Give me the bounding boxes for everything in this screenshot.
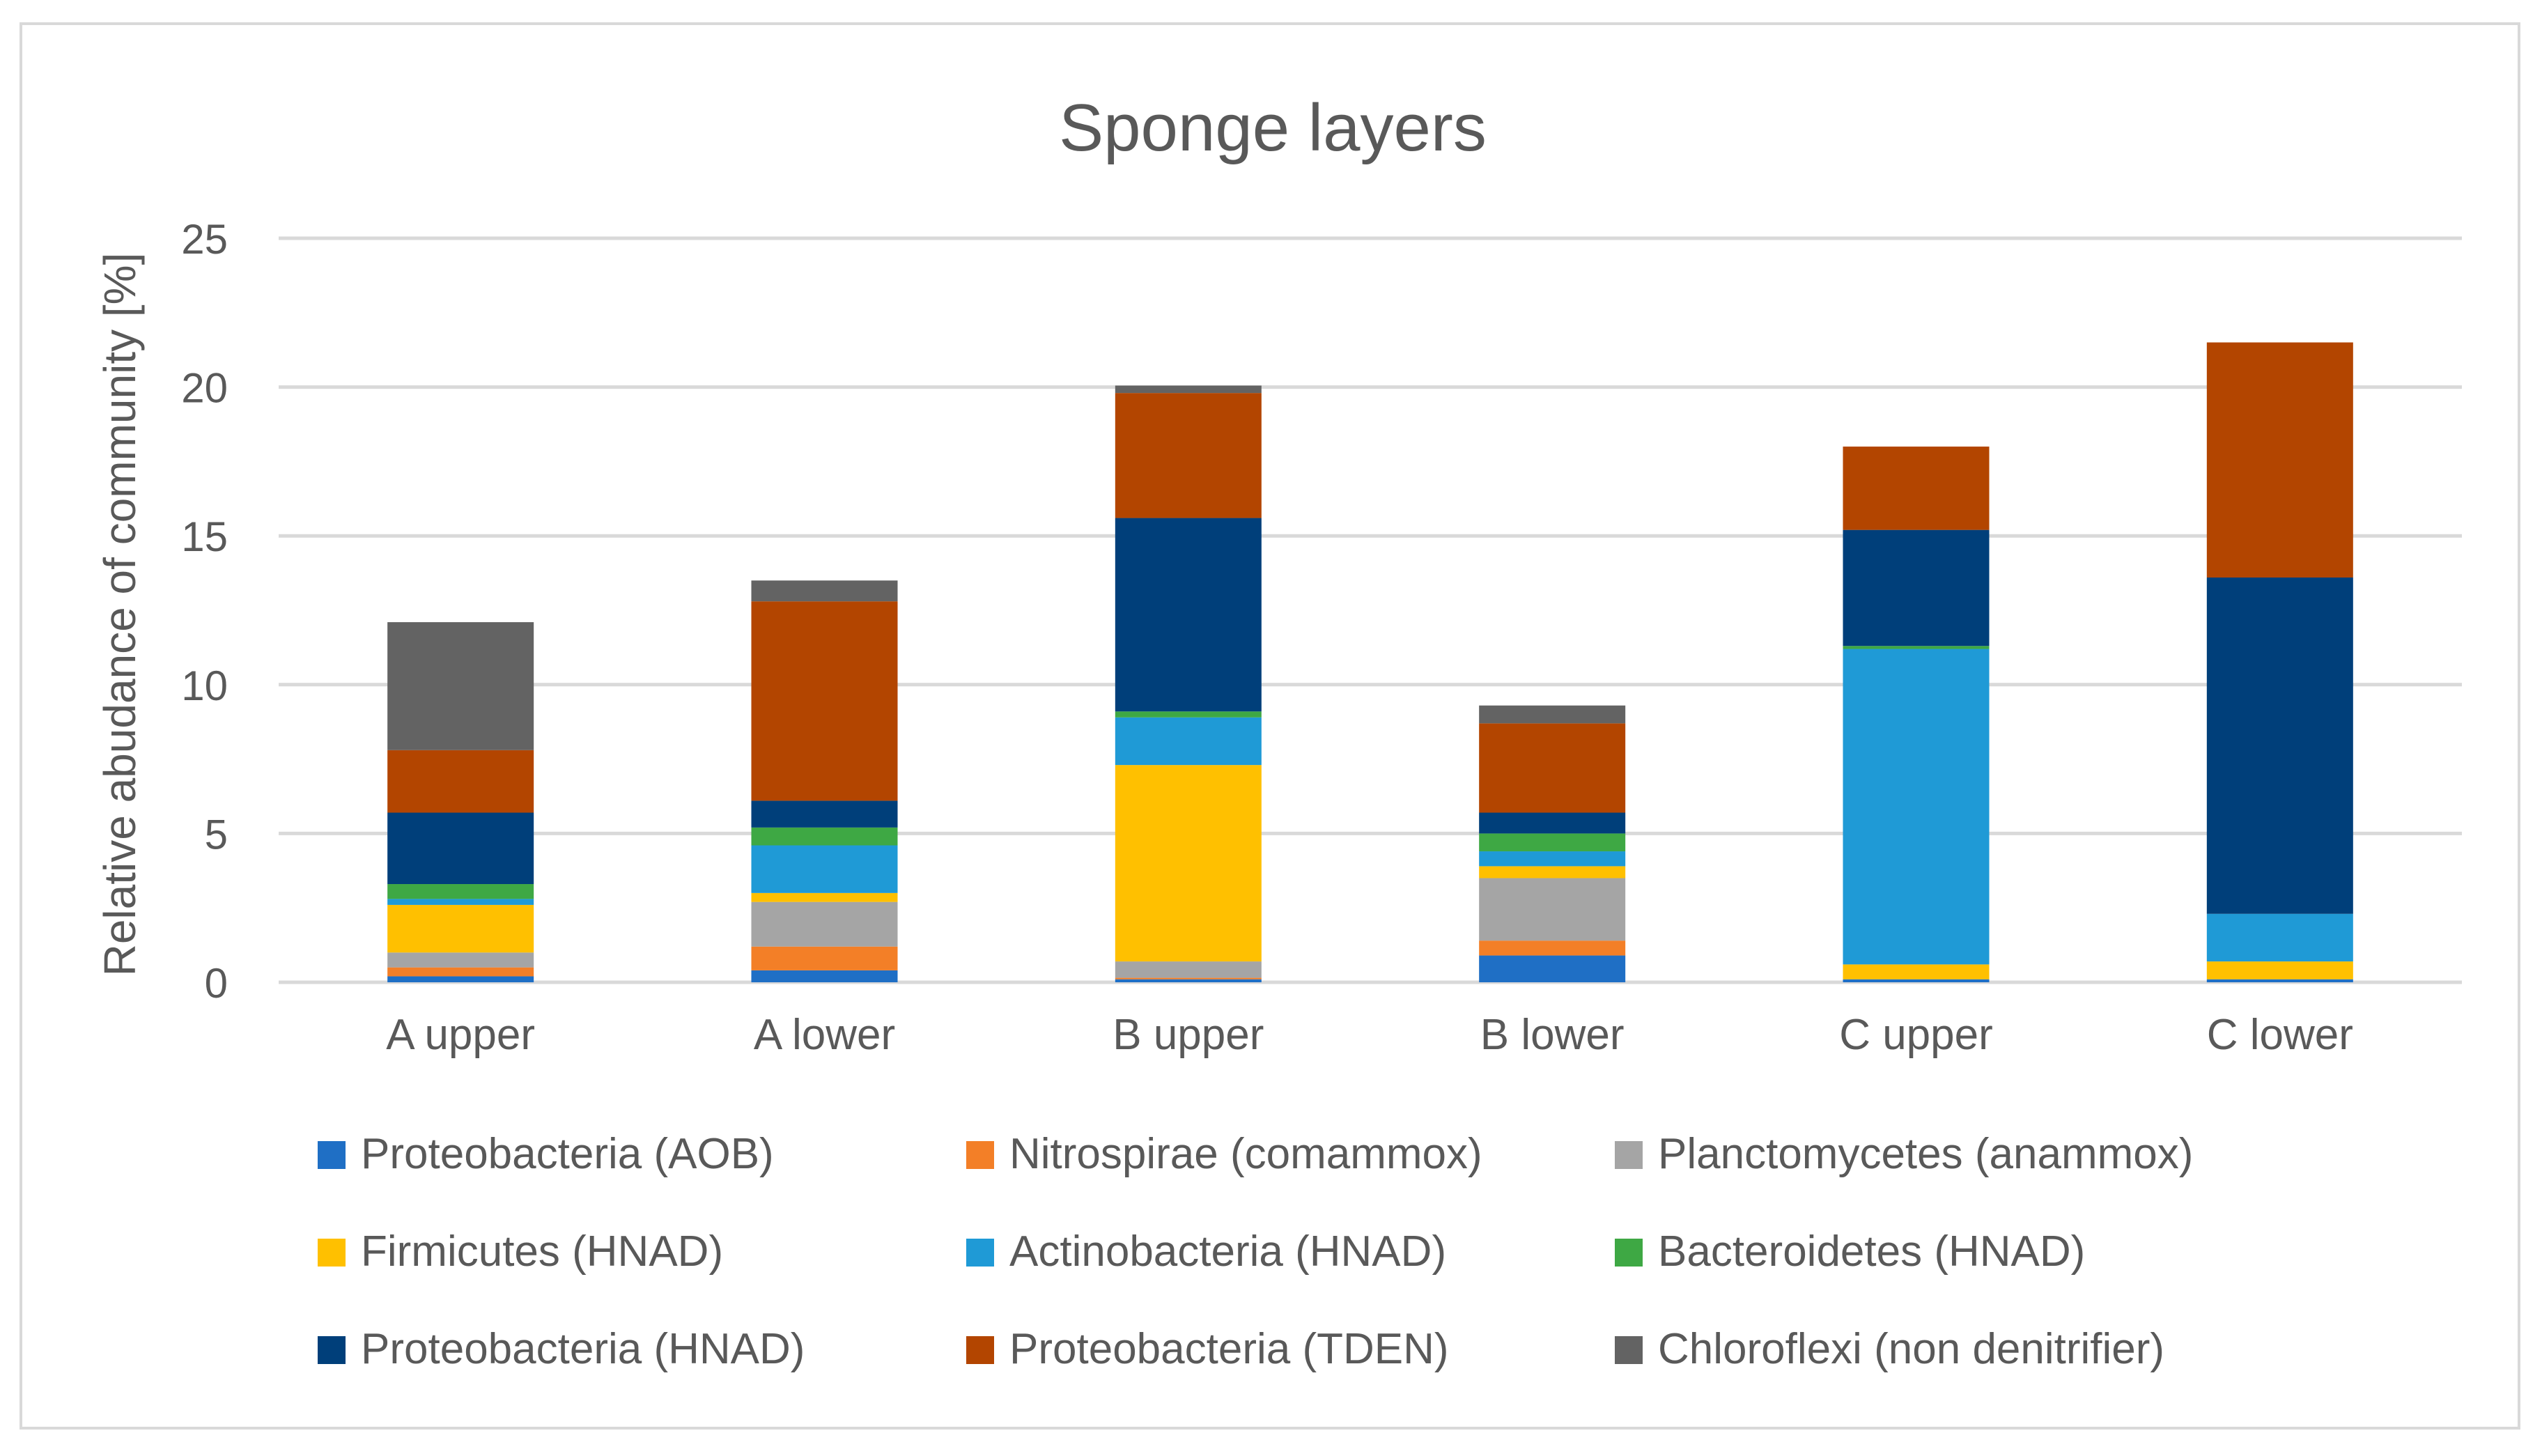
x-axis-ticks: A upper A lower B upper B lower C upper C low… (386, 1011, 2353, 1059)
bar-segment (751, 601, 898, 801)
bar-segment (387, 884, 534, 899)
legend-label: Nitrospirae (comammox) (1009, 1130, 1482, 1178)
bar-segment (751, 946, 898, 970)
gridlines (279, 236, 2462, 984)
bar-segment (1115, 711, 1262, 718)
chart: Sponge layers Relative abudance of commu… (95, 91, 2462, 1373)
bar-segment (387, 904, 534, 953)
bar-segment (1843, 649, 1990, 965)
bar-segment (751, 901, 898, 947)
bar-segment (2206, 961, 2353, 979)
bar-segment (1479, 723, 1626, 813)
bar-segment (1843, 979, 1990, 982)
legend-swatch (318, 1239, 346, 1267)
legend-item: Proteobacteria (TDEN) (966, 1325, 1449, 1373)
legend-swatch (966, 1239, 994, 1267)
bar-segment (1479, 955, 1626, 982)
bar-segment (1843, 646, 1990, 649)
bar-segment (2206, 578, 2353, 914)
bar-segment (1479, 705, 1626, 724)
y-tick-label: 20 (181, 365, 228, 412)
legend-swatch (966, 1336, 994, 1364)
bar-segment (1115, 979, 1262, 982)
x-tick-label: A upper (386, 1011, 535, 1059)
legend-item: Nitrospirae (comammox) (966, 1130, 1482, 1178)
bar-segment (751, 580, 898, 602)
bars (387, 342, 2353, 982)
y-tick-label: 0 (205, 960, 228, 1007)
legend-swatch (1615, 1336, 1643, 1364)
bar-segment (2206, 979, 2353, 982)
legend-label: Proteobacteria (AOB) (361, 1130, 774, 1178)
legend-label: Proteobacteria (TDEN) (1009, 1325, 1449, 1373)
bar-segment (1479, 812, 1626, 834)
bar-segment (387, 899, 534, 905)
legend-item: Proteobacteria (AOB) (318, 1130, 774, 1178)
y-tick-label: 5 (205, 811, 228, 858)
legend: Proteobacteria (AOB) Nitrospirae (comammo… (318, 1130, 2193, 1373)
bar-segment (2206, 342, 2353, 578)
bar-segment (1479, 940, 1626, 956)
legend-item: Proteobacteria (HNAD) (318, 1325, 805, 1373)
bar-segment (1843, 964, 1990, 979)
bar-segment (387, 812, 534, 885)
bar-segment (1479, 878, 1626, 941)
y-axis-ticks: 0 5 10 15 20 25 (181, 216, 228, 1007)
bar-segment (751, 827, 898, 846)
bar-segment (387, 750, 534, 813)
chart-title: Sponge layers (1059, 91, 1487, 165)
legend-item: Actinobacteria (HNAD) (966, 1227, 1446, 1276)
bar-segment (387, 967, 534, 977)
bar-segment (751, 892, 898, 902)
legend-swatch (318, 1336, 346, 1364)
x-tick-label: A lower (754, 1011, 895, 1059)
legend-label: Firmicutes (HNAD) (361, 1227, 723, 1276)
bar-segment (1843, 447, 1990, 530)
bar-segment (387, 622, 534, 750)
bar-segment (1479, 851, 1626, 867)
bar-segment (1479, 833, 1626, 852)
legend-swatch (966, 1141, 994, 1169)
legend-label: Proteobacteria (HNAD) (361, 1325, 805, 1373)
bar-segment (1115, 961, 1262, 978)
legend-item: Chloroflexi (non denitrifier) (1615, 1325, 2164, 1373)
bar-segment (751, 845, 898, 893)
legend-item: Bacteroidetes (HNAD) (1615, 1227, 2085, 1276)
x-tick-label: C upper (1839, 1011, 1993, 1059)
y-axis-label: Relative abudance of community [%] (95, 253, 145, 977)
bar-segment (387, 952, 534, 968)
legend-label: Planctomycetes (anammox) (1658, 1130, 2193, 1178)
bar-segment (1479, 866, 1626, 878)
bar-segment (387, 976, 534, 982)
bar-segment (1843, 529, 1990, 646)
bar-segment (1115, 717, 1262, 766)
y-tick-label: 25 (181, 216, 228, 263)
legend-item: Firmicutes (HNAD) (318, 1227, 723, 1276)
x-tick-label: B upper (1113, 1011, 1264, 1059)
bar-segment (1115, 385, 1262, 394)
chart-frame: Sponge layers Relative abudance of commu… (20, 22, 2520, 1430)
legend-swatch (1615, 1239, 1643, 1267)
bar-segment (1115, 977, 1262, 979)
bar-segment (751, 970, 898, 982)
x-tick-label: C lower (2207, 1011, 2353, 1059)
legend-label: Bacteroidetes (HNAD) (1658, 1227, 2085, 1276)
y-tick-label: 15 (181, 513, 228, 560)
legend-label: Chloroflexi (non denitrifier) (1658, 1325, 2164, 1373)
bar-segment (1115, 518, 1262, 712)
x-tick-label: B lower (1480, 1011, 1625, 1059)
bar-segment (751, 800, 898, 828)
legend-swatch (1615, 1141, 1643, 1169)
legend-item: Planctomycetes (anammox) (1615, 1130, 2193, 1178)
legend-swatch (318, 1141, 346, 1169)
legend-label: Actinobacteria (HNAD) (1009, 1227, 1446, 1276)
y-tick-label: 10 (181, 663, 228, 709)
bar-segment (1115, 765, 1262, 962)
bar-segment (2206, 913, 2353, 962)
bar-segment (1115, 393, 1262, 518)
